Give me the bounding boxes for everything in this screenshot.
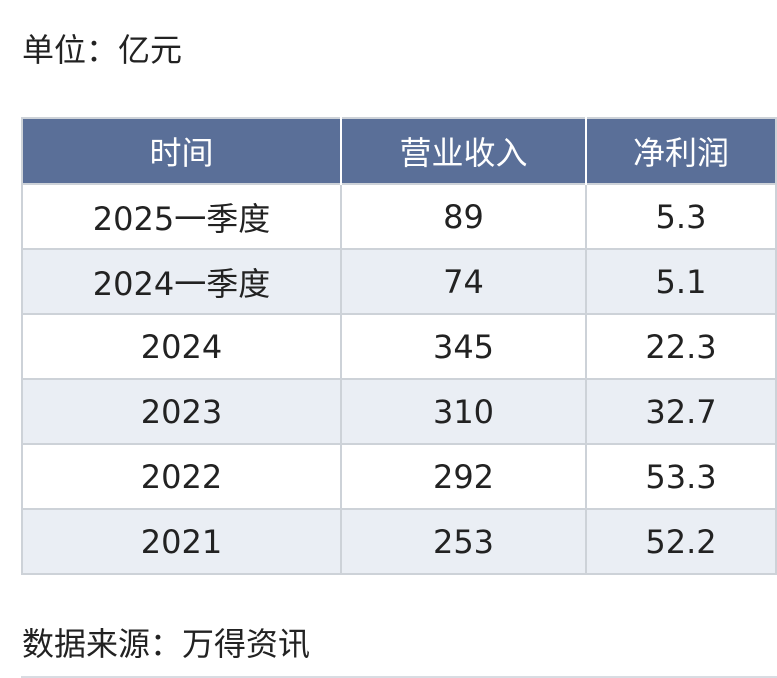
table-header-row: 时间 营业收入 净利润 [22,118,776,184]
net-profit-cell: 5.1 [585,248,777,315]
column-header-net-profit: 净利润 [585,118,776,184]
net-profit-cell: 5.3 [585,183,777,250]
revenue-cell: 310 [340,378,587,445]
period-cell: 2021 [21,508,342,575]
net-profit-cell: 53.3 [585,443,777,510]
column-header-period: 时间 [22,118,342,184]
revenue-cell: 253 [340,508,587,575]
unit-label: 单位：亿元 [22,31,183,69]
table-row: 2024 345 22.3 [21,313,777,380]
revenue-cell: 74 [340,248,587,315]
period-cell: 2024一季度 [21,248,342,315]
net-profit-cell: 32.7 [585,378,777,445]
period-cell: 2025一季度 [21,183,342,250]
table-row: 2022 292 53.3 [21,443,777,510]
data-source-label: 数据来源：万得资讯 [22,625,311,663]
revenue-cell: 345 [340,313,587,380]
table-row: 2023 310 32.7 [21,378,777,445]
column-header-revenue: 营业收入 [340,118,587,184]
revenue-cell: 89 [340,183,587,250]
period-cell: 2022 [21,443,342,510]
table-row: 2024一季度 74 5.1 [21,248,777,315]
period-cell: 2023 [21,378,342,445]
revenue-cell: 292 [340,443,587,510]
net-profit-cell: 52.2 [585,508,777,575]
bottom-divider [21,676,777,678]
period-cell: 2024 [21,313,342,380]
table-row: 2021 253 52.2 [21,508,777,575]
net-profit-cell: 22.3 [585,313,777,380]
table-row: 2025一季度 89 5.3 [21,183,777,250]
financial-table: 时间 营业收入 净利润 2025一季度 89 5.3 2024一季度 74 5.… [21,117,777,575]
